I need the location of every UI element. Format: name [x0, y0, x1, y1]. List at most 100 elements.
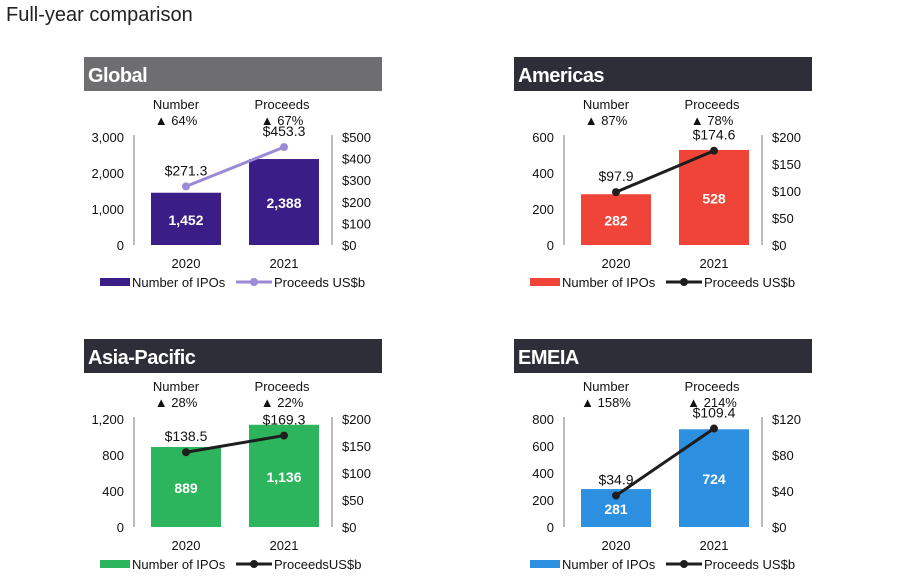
legend-number-of-ipos: Number of IPOs	[132, 275, 226, 290]
left-tick-label: 800	[532, 412, 554, 427]
left-tick-label: 800	[102, 448, 124, 463]
right-tick-label: $50	[342, 493, 364, 508]
number-change-label: Number	[153, 97, 200, 112]
chart-svg-asia-pacific: Asia-Pacific Number▲ 28% Proceeds▲ 22% 0 400…	[84, 339, 382, 572]
legend-number-of-ipos: Number of IPOs	[562, 557, 656, 572]
legend-line-marker	[250, 278, 258, 286]
bar-number-of-ipos	[151, 192, 221, 245]
left-tick-label: 400	[532, 466, 554, 481]
legend-bar-swatch	[100, 560, 130, 568]
proceeds-change-value: ▲ 214%	[687, 395, 737, 410]
bar-data-label: 1,136	[266, 469, 301, 485]
proceeds-change-label: Proceeds	[685, 97, 740, 112]
category-label: 2020	[172, 538, 201, 553]
proceeds-point	[710, 146, 718, 155]
chart-emeia: EMEIA Number ▲ 158% Proceeds ▲ 214% 0 200 400 60…	[514, 339, 814, 579]
right-tick-label: $500	[342, 130, 371, 145]
proceeds-line	[615, 149, 715, 194]
proceeds-data-label: $34.9	[598, 472, 633, 488]
proceeds-point	[710, 424, 718, 433]
bar-data-label: 281	[604, 501, 628, 517]
bar-data-label: 528	[702, 190, 726, 206]
category-label: 2021	[700, 256, 729, 271]
right-tick-label: $100	[342, 466, 371, 481]
proceeds-change-label: Proceeds	[255, 379, 310, 394]
category-label: 2020	[602, 256, 631, 271]
legend-proceeds: Proceeds US$b	[704, 557, 795, 572]
right-tick-label: $200	[342, 195, 371, 210]
bar-number-of-ipos	[679, 149, 749, 245]
legend-line-marker	[680, 278, 688, 286]
number-change-value: ▲ 64%	[155, 113, 198, 128]
category-label: 2021	[700, 538, 729, 553]
right-tick-label: $200	[342, 412, 371, 427]
proceeds-data-label: $453.3	[263, 123, 306, 139]
chart-header-band	[84, 57, 382, 91]
left-tick-label: 0	[547, 238, 554, 253]
bar-data-label: 282	[604, 213, 628, 229]
chart-header-band	[84, 339, 382, 373]
legend-proceeds: Proceeds US$b	[274, 275, 365, 290]
legend-line-marker	[680, 560, 688, 568]
right-tick-label: $80	[772, 448, 794, 463]
chart-svg-americas: Americas Number▲ 87% Proceeds▲ 78% 0 200 400 6…	[514, 57, 812, 290]
legend-bar-swatch	[100, 278, 130, 286]
left-tick-label: 400	[102, 484, 124, 499]
legend-bar-swatch	[530, 278, 560, 286]
proceeds-change-value: ▲ 67%	[261, 113, 304, 128]
bar-data-label: 1,452	[168, 212, 203, 228]
bar-number-of-ipos	[151, 446, 221, 527]
left-tick-label: 1,200	[91, 412, 124, 427]
chart-svg-emeia: EMEIA Number▲ 158% Proceeds▲ 214% 0 200 400 60…	[514, 339, 812, 572]
left-tick-label: 200	[532, 493, 554, 508]
number-change-value: ▲ 158%	[581, 395, 631, 410]
category-label: 2020	[172, 256, 201, 271]
proceeds-change-value: ▲ 78%	[691, 113, 734, 128]
right-tick-label: $150	[342, 439, 371, 454]
proceeds-point	[182, 448, 190, 457]
left-tick-label: 200	[532, 202, 554, 217]
chart-title: EMEIA	[518, 347, 579, 369]
legend-proceeds: ProceedsUS$b	[274, 557, 361, 572]
proceeds-data-label: $174.6	[693, 127, 736, 143]
proceeds-change-label: Proceeds	[685, 379, 740, 394]
proceeds-point	[612, 188, 620, 197]
right-tick-label: $0	[342, 238, 356, 253]
proceeds-line	[615, 427, 715, 497]
legend-bar-swatch	[530, 560, 560, 568]
left-tick-label: 600	[532, 439, 554, 454]
chart-header-band	[514, 339, 812, 373]
bar-data-label: 2,388	[266, 195, 301, 211]
proceeds-data-label: $109.4	[693, 405, 736, 421]
number-change-value: ▲ 87%	[585, 113, 628, 128]
right-tick-label: $0	[772, 520, 786, 535]
chart-title: Global	[88, 65, 147, 87]
left-tick-label: 400	[532, 166, 554, 181]
category-label: 2021	[270, 256, 299, 271]
proceeds-data-label: $169.3	[263, 412, 306, 428]
chart-asia-pacific: Asia-Pacific Number ▲ 28% Proceeds ▲ 22% 0 400…	[84, 339, 384, 579]
chart-global: Global Number ▲ 64% Proceeds ▲ 67% 0 1,000 2,00…	[84, 57, 384, 297]
right-tick-label: $100	[342, 216, 371, 231]
proceeds-point	[280, 143, 288, 152]
bar-number-of-ipos	[249, 159, 319, 245]
left-tick-label: 0	[117, 238, 124, 253]
right-tick-label: $400	[342, 152, 371, 167]
bar-number-of-ipos	[581, 194, 651, 245]
right-tick-label: $100	[772, 184, 801, 199]
number-change-value: ▲ 28%	[155, 395, 198, 410]
legend-proceeds: Proceeds US$b	[704, 275, 795, 290]
legend-line-marker	[250, 560, 258, 568]
left-tick-label: 1,000	[91, 202, 124, 217]
legend-number-of-ipos: Number of IPOs	[132, 557, 226, 572]
legend-number-of-ipos: Number of IPOs	[562, 275, 656, 290]
left-tick-label: 2,000	[91, 166, 124, 181]
proceeds-line	[185, 145, 285, 188]
chart-title: Asia-Pacific	[88, 347, 196, 369]
proceeds-data-label: $138.5	[165, 428, 208, 444]
right-tick-label: $40	[772, 484, 794, 499]
left-tick-label: 0	[547, 520, 554, 535]
chart-americas: Americas Number ▲ 87% Proceeds ▲ 78% 0 200 400 6…	[514, 57, 814, 297]
proceeds-change-value: ▲ 22%	[261, 395, 304, 410]
left-tick-label: 600	[532, 130, 554, 145]
